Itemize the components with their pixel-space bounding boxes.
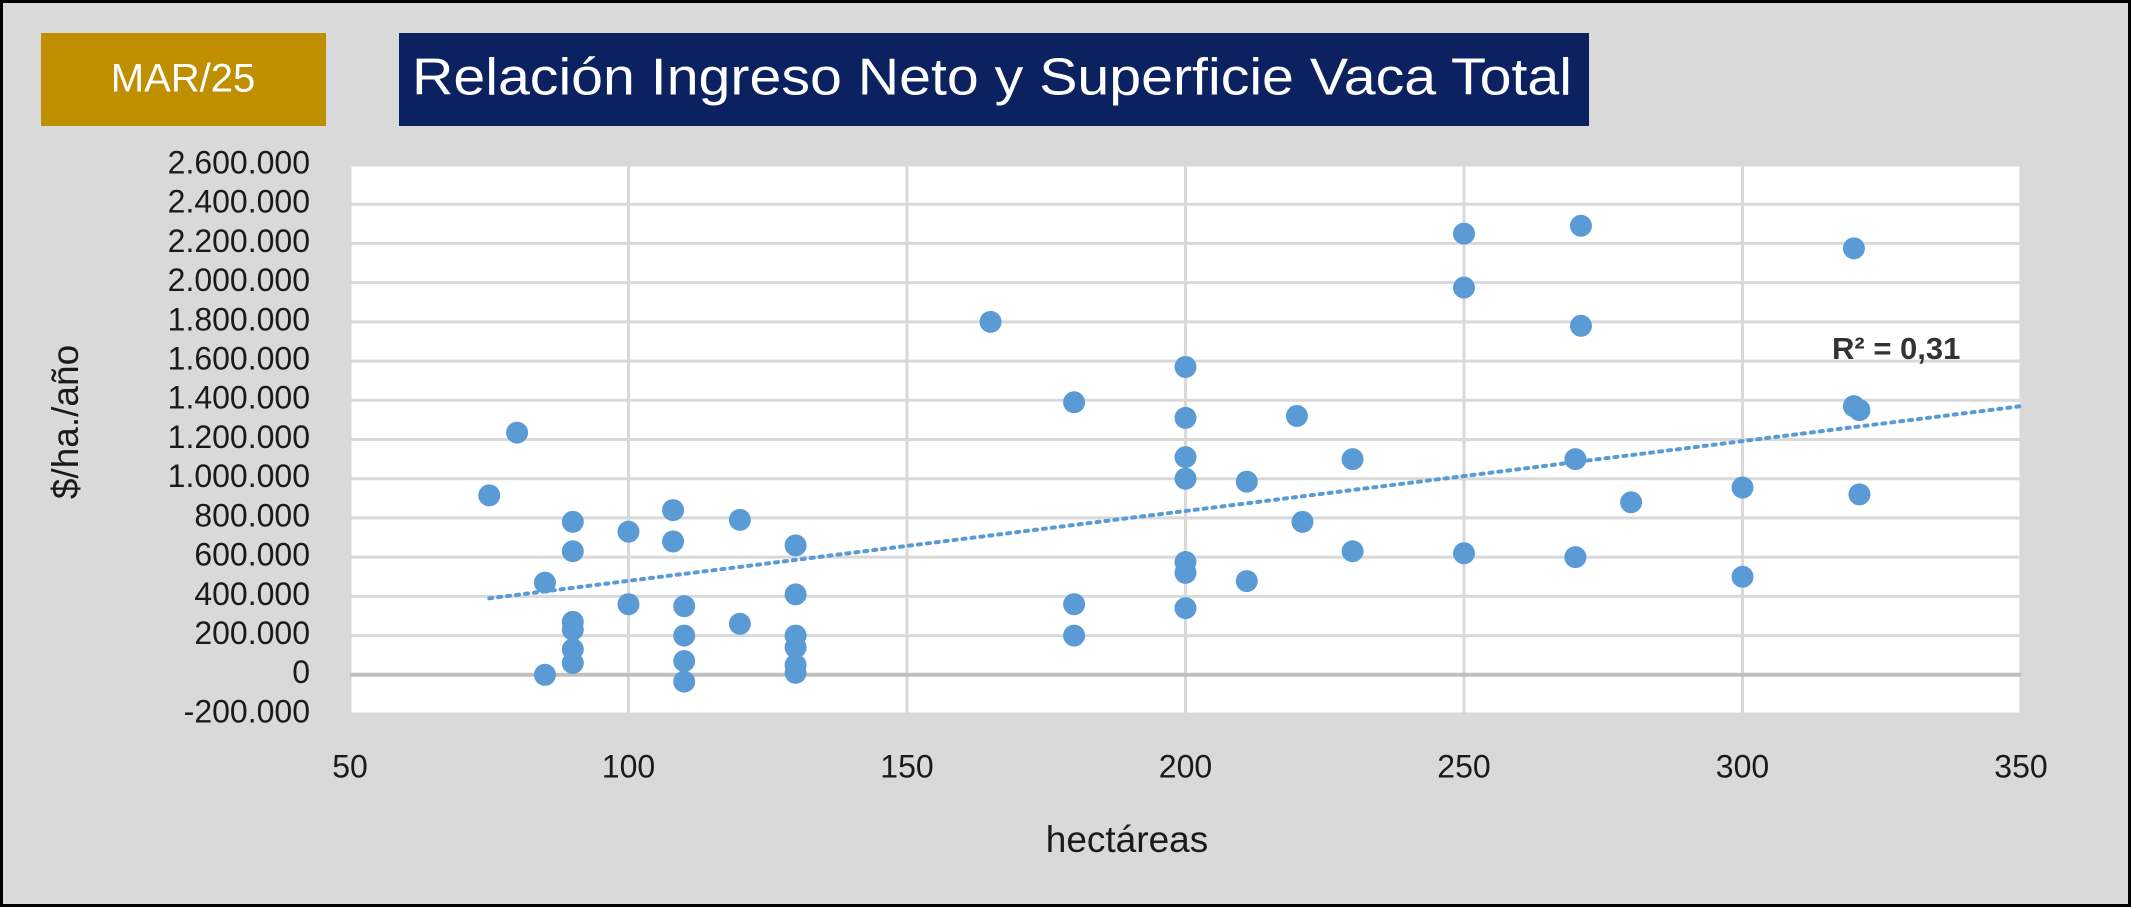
y-tick-label: 200.000	[194, 615, 310, 651]
y-tick-label: -200.000	[184, 693, 310, 729]
y-tick-label: 600.000	[194, 537, 310, 573]
point	[1848, 483, 1871, 506]
point	[728, 508, 751, 531]
point	[1063, 391, 1086, 414]
y-tick-label: 1.200.000	[168, 419, 310, 455]
point	[1453, 542, 1475, 565]
y-tick-label: 2.400.000	[168, 184, 310, 220]
point	[1063, 624, 1086, 647]
point	[662, 530, 685, 553]
x-tick-label: 200	[1159, 748, 1212, 784]
point	[1285, 404, 1308, 427]
point	[561, 652, 584, 675]
y-tick-label: 1.600.000	[168, 341, 310, 377]
point	[673, 595, 696, 618]
point	[561, 540, 584, 563]
y-axis-label: $/ha./año	[45, 345, 86, 499]
point	[1174, 561, 1197, 584]
y-tick-label: 2.000.000	[168, 262, 310, 298]
point	[1174, 355, 1197, 378]
title-box	[399, 33, 1589, 126]
x-tick-label: 350	[1994, 748, 2047, 784]
point	[662, 499, 685, 522]
point	[1063, 593, 1086, 616]
point	[1731, 565, 1754, 588]
point	[533, 663, 556, 686]
x-tick-label: 150	[880, 748, 933, 784]
point	[1174, 467, 1197, 490]
date-badge	[41, 33, 326, 126]
y-tick-label: 2.600.000	[168, 144, 310, 180]
x-axis-label: hectáreas	[1046, 819, 1209, 860]
point	[784, 636, 807, 659]
y-tick-label: 1.000.000	[168, 458, 310, 494]
trendline-label: R² = 0,31	[1832, 331, 1960, 366]
point	[1731, 476, 1754, 499]
x-tick-label: 100	[602, 748, 655, 784]
x-tick-label: 50	[332, 748, 368, 784]
point	[1842, 237, 1865, 260]
chart-title: Relación Ingreso Neto y Superficie Vaca …	[412, 49, 1572, 107]
point	[1174, 446, 1197, 469]
y-tick-label: 1.800.000	[168, 301, 310, 337]
point	[533, 571, 556, 594]
point	[1341, 448, 1364, 471]
trendline	[487, 404, 2023, 601]
point	[1564, 448, 1587, 471]
point	[1569, 214, 1592, 237]
point	[1235, 570, 1258, 593]
point	[1174, 406, 1197, 429]
point	[561, 618, 584, 641]
point	[478, 484, 501, 507]
y-tick-label: 1.400.000	[168, 380, 310, 416]
point	[728, 612, 751, 635]
x-tick-label: 250	[1437, 748, 1490, 784]
point	[784, 583, 807, 606]
point	[617, 520, 640, 543]
date-label: MAR/25	[111, 57, 256, 101]
point	[673, 624, 696, 647]
y-tick-label: 2.200.000	[168, 223, 310, 259]
x-tick-label: 300	[1716, 748, 1769, 784]
point	[1453, 276, 1475, 299]
y-tick-label: 800.000	[194, 497, 310, 533]
point	[1291, 510, 1314, 533]
point	[1341, 540, 1364, 563]
point	[506, 421, 529, 444]
point	[784, 534, 807, 557]
point	[673, 670, 696, 693]
y-tick-label: 0	[292, 654, 310, 690]
point	[1235, 470, 1258, 493]
point	[1564, 546, 1587, 569]
point	[1453, 222, 1475, 245]
point	[1620, 491, 1643, 514]
point	[673, 650, 696, 673]
point	[561, 510, 584, 533]
point	[1174, 597, 1197, 620]
point	[979, 310, 1002, 333]
point	[617, 593, 640, 616]
point	[784, 661, 807, 684]
point	[1848, 399, 1871, 422]
y-tick-label: 400.000	[194, 576, 310, 612]
point	[1569, 314, 1592, 337]
